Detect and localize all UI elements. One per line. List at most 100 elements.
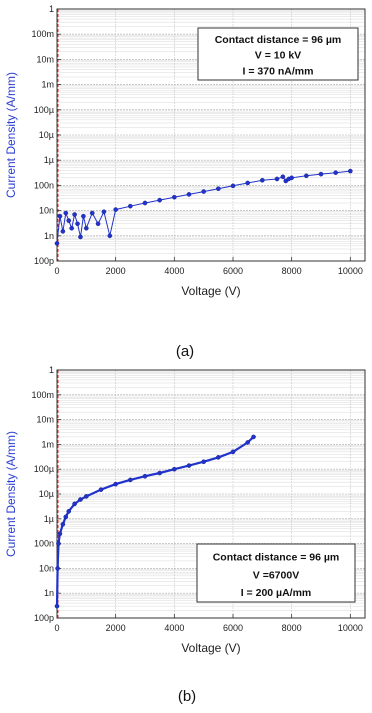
data-point xyxy=(172,194,177,200)
data-point xyxy=(69,225,74,231)
data-point xyxy=(216,455,221,460)
x-tick-label: 4000 xyxy=(164,266,184,276)
data-point xyxy=(56,541,61,546)
data-point xyxy=(186,192,192,197)
annotation-text: Contact distance = 96 µm xyxy=(215,34,342,46)
annotation-text: V = 10 kV xyxy=(255,50,301,62)
x-tick-label: 2000 xyxy=(106,266,126,276)
data-point xyxy=(186,463,192,468)
x-tick-label: 6000 xyxy=(223,266,243,276)
data-point xyxy=(66,509,72,514)
y-tick-label: 1m xyxy=(41,80,54,90)
y-tick-label: 10n xyxy=(39,563,54,573)
data-point xyxy=(57,531,63,537)
data-point xyxy=(157,470,162,476)
data-point xyxy=(101,209,107,215)
data-point xyxy=(274,176,280,182)
x-tick-label: 4000 xyxy=(164,623,184,633)
y-tick-label: 100n xyxy=(34,539,54,549)
data-point xyxy=(78,234,83,240)
data-point xyxy=(72,212,77,217)
data-point xyxy=(201,459,206,465)
data-point xyxy=(107,233,113,239)
x-tick-label: 8000 xyxy=(282,266,302,276)
data-point xyxy=(78,497,83,502)
y-tick-label: 1µ xyxy=(44,155,54,165)
data-point xyxy=(63,210,69,216)
y-tick-label: 100m xyxy=(31,390,54,400)
x-tick-label: 10000 xyxy=(338,623,363,633)
y-tick-label: 10m xyxy=(36,54,54,64)
data-point xyxy=(201,189,206,194)
data-point xyxy=(75,221,80,227)
x-tick-label: 6000 xyxy=(223,623,243,633)
data-point xyxy=(60,522,66,527)
y-tick-label: 1 xyxy=(49,365,54,375)
x-tick-label: 10000 xyxy=(338,266,363,276)
data-point xyxy=(60,229,66,234)
annotation-text: V =6700V xyxy=(253,569,299,581)
y-tick-label: 1 xyxy=(49,4,54,14)
data-point xyxy=(128,477,133,483)
y-tick-label: 100µ xyxy=(34,464,54,474)
data-point xyxy=(95,221,101,227)
data-point xyxy=(84,494,89,499)
data-point xyxy=(230,183,236,189)
y-tick-label: 100p xyxy=(34,256,54,266)
y-tick-label: 100p xyxy=(34,613,54,623)
data-point xyxy=(113,481,118,487)
x-tick-label: 0 xyxy=(54,623,59,633)
y-tick-label: 100n xyxy=(34,180,54,190)
data-point xyxy=(81,213,86,219)
data-point xyxy=(89,210,95,216)
data-point xyxy=(318,171,324,177)
y-tick-label: 1n xyxy=(44,231,54,241)
data-point xyxy=(63,514,69,520)
data-point xyxy=(113,207,118,212)
data-point xyxy=(55,566,60,571)
annotation-text: Contact distance = 96 µm xyxy=(213,552,340,564)
y-axis-label: Current Density (A/mm) xyxy=(4,431,18,557)
data-point xyxy=(142,200,148,206)
series-line xyxy=(55,436,255,607)
data-point xyxy=(172,466,177,472)
y-tick-label: 10µ xyxy=(39,130,54,140)
y-tick-label: 100m xyxy=(31,29,54,39)
data-point xyxy=(54,603,60,609)
x-axis-label: Voltage (V) xyxy=(181,641,240,655)
y-tick-label: 10m xyxy=(36,415,54,425)
data-point xyxy=(128,203,133,209)
y-tick-label: 10µ xyxy=(39,489,54,499)
y-tick-label: 1µ xyxy=(44,514,54,524)
x-tick-label: 2000 xyxy=(106,623,126,633)
annotation-box xyxy=(197,27,359,81)
data-point xyxy=(142,473,148,479)
data-point xyxy=(289,175,294,181)
data-point xyxy=(245,180,250,186)
figure-caption: (b) xyxy=(178,688,196,705)
data-point xyxy=(72,501,77,507)
x-tick-label: 0 xyxy=(54,266,59,276)
y-tick-label: 1n xyxy=(44,588,54,598)
data-point xyxy=(304,173,309,179)
data-point xyxy=(280,174,286,180)
data-point xyxy=(157,197,162,203)
y-axis-label: Current Density (A/mm) xyxy=(4,72,18,198)
y-tick-label: 100µ xyxy=(34,105,54,115)
data-point xyxy=(66,218,72,223)
x-axis-label: Voltage (V) xyxy=(181,284,240,298)
data-point xyxy=(57,213,63,219)
y-tick-label: 1m xyxy=(41,439,54,449)
data-point xyxy=(84,225,89,231)
figure-caption: (a) xyxy=(176,343,194,360)
data-point xyxy=(245,440,250,445)
y-tick-label: 10n xyxy=(39,206,54,216)
data-point xyxy=(230,449,236,455)
annotation-box xyxy=(196,543,356,603)
data-point xyxy=(260,177,265,183)
annotation-text: I = 370 nA/mm xyxy=(243,65,314,77)
data-point xyxy=(54,241,60,246)
